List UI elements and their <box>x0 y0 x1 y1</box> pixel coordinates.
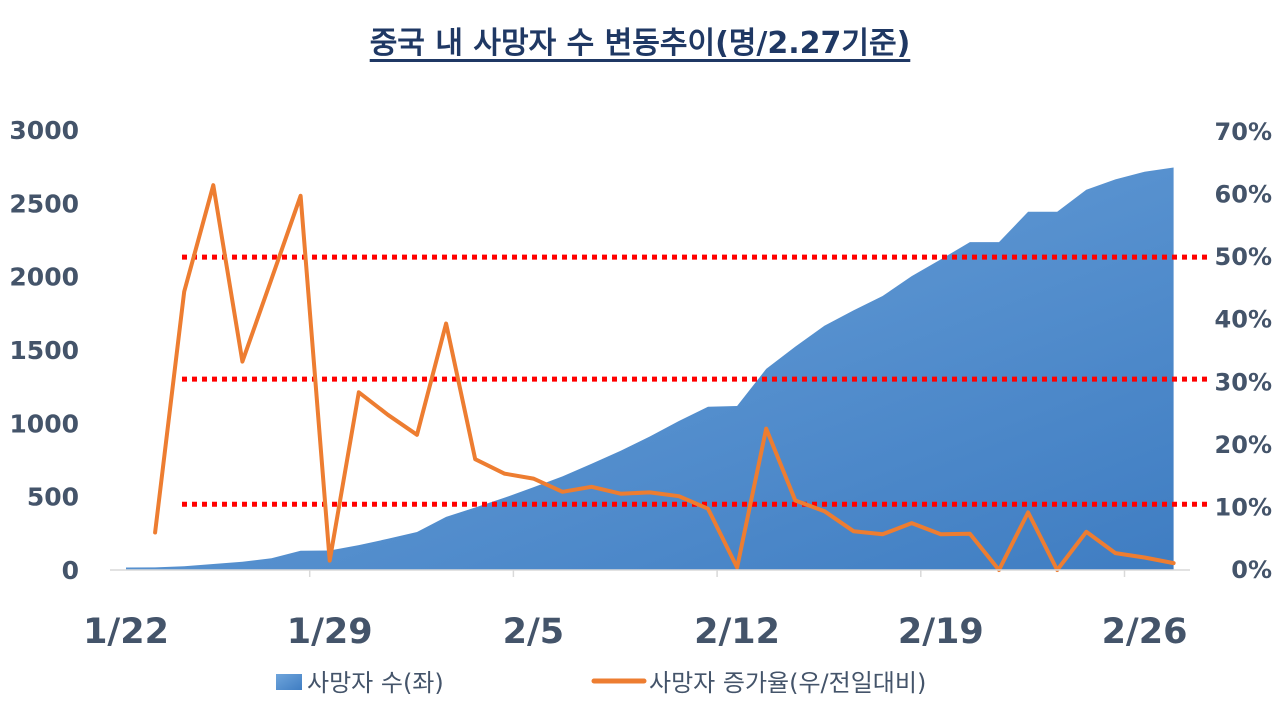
y-right-tick-label: 10% <box>1215 493 1272 521</box>
y-left-tick-label: 2500 <box>9 189 79 218</box>
y-right-tick-label: 20% <box>1215 431 1272 459</box>
legend-swatch-deaths <box>276 674 302 690</box>
x-tick-label: 1/22 <box>83 612 169 652</box>
y-left-tick-label: 1500 <box>9 336 79 365</box>
axes: 0 500 1000 1500 2000 2500 3000 0% 10% 20% 30% 40% 50… <box>9 116 1272 652</box>
y-left-tick-label: 500 <box>27 483 79 512</box>
y-right-tick-label: 40% <box>1215 306 1272 334</box>
y-right-tick-label: 0% <box>1231 556 1272 584</box>
x-tick-label: 2/12 <box>694 612 780 652</box>
y-right-tick-label: 70% <box>1215 118 1272 146</box>
legend-label-growth-rate: 사망자 증가율(우/전일대비) <box>649 669 926 697</box>
y-right-tick-label: 60% <box>1215 181 1272 209</box>
x-tick-label: 2/5 <box>503 612 565 652</box>
y-left-tick-label: 3000 <box>9 116 79 145</box>
legend-label-deaths: 사망자 수(좌) <box>307 669 444 697</box>
plot-area <box>126 167 1212 572</box>
series-line-growth-rate <box>153 183 1176 572</box>
chart-title: 중국 내 사망자 수 변동추이(명/2.27기준) <box>0 18 1280 62</box>
y-right-tick-label: 50% <box>1215 243 1272 271</box>
x-tick-label: 2/19 <box>898 612 984 652</box>
series-area-deaths <box>126 167 1174 570</box>
legend: 사망자 수(좌) 사망자 증가율(우/전일대비) <box>276 669 926 697</box>
x-tick-label: 2/26 <box>1102 612 1188 652</box>
y-left-tick-label: 0 <box>62 556 79 585</box>
y-right-tick-label: 30% <box>1215 368 1272 396</box>
x-tick-label: 1/29 <box>287 612 373 652</box>
y-left-tick-label: 2000 <box>9 263 79 292</box>
y-left-tick-label: 1000 <box>9 409 79 438</box>
chart-title-text: 중국 내 사망자 수 변동추이(명/2.27기준) <box>369 26 911 61</box>
